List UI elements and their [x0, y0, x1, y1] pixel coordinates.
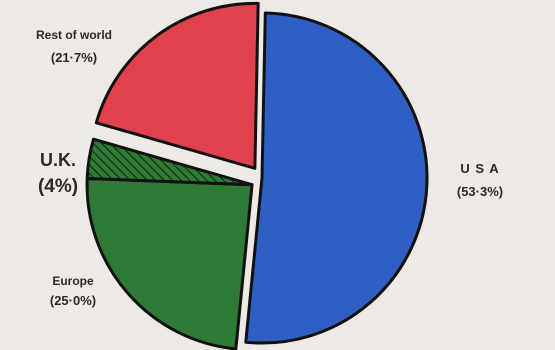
slice-label-rest-of-world: Rest of world	[36, 28, 112, 42]
slice-value-rest-of-world: (21·7%)	[51, 50, 97, 65]
slice-label-uk: U.K.	[40, 150, 76, 170]
slice-value-usa: (53·3%)	[457, 184, 503, 199]
slice-label-europe: Europe	[52, 274, 94, 288]
pie-slice-uk	[85, 137, 254, 187]
slice-value-uk: (4%)	[38, 176, 78, 197]
label-rest-of-world: Rest of world (21·7%)	[36, 28, 112, 65]
label-usa: U S A (53·3%)	[457, 161, 503, 199]
slice-label-usa: U S A	[460, 161, 499, 176]
label-uk: U.K. (4%)	[38, 150, 78, 197]
pie-slice-usa	[244, 11, 429, 345]
pie-slice-europe	[85, 176, 254, 350]
pie-slice-rest-of-world	[94, 1, 260, 170]
slice-value-europe: (25·0%)	[50, 293, 96, 308]
label-europe: Europe (25·0%)	[50, 274, 96, 308]
